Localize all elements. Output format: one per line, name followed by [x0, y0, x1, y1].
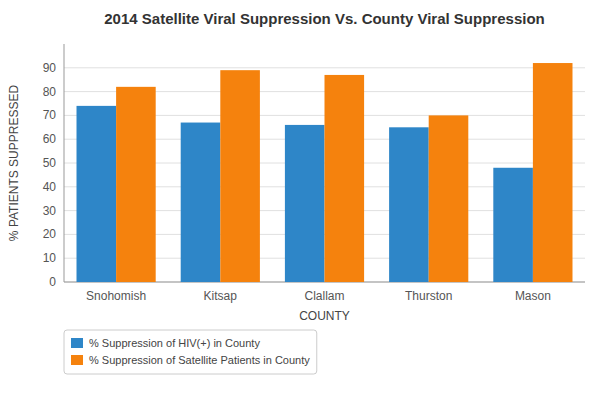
- bar: [325, 75, 365, 282]
- y-tick-label: 0: [49, 275, 56, 289]
- legend-swatch: [71, 355, 83, 365]
- x-tick-label: Thurston: [405, 289, 452, 303]
- y-tick-label: 50: [43, 156, 57, 170]
- bar: [220, 70, 260, 282]
- legend-item: % Suppression of HIV(+) in County: [71, 337, 260, 349]
- y-axis-line: [64, 44, 65, 282]
- y-tick-label: 20: [43, 227, 57, 241]
- bar: [77, 106, 117, 282]
- page: {"chart_data": {"type": "bar", "title": …: [0, 0, 600, 400]
- bar: [389, 127, 429, 282]
- legend-box: [64, 330, 317, 374]
- title: 2014 Satellite Viral Suppression Vs. Cou…: [104, 10, 544, 27]
- chart: 2014 Satellite Viral Suppression Vs. Cou…: [0, 0, 600, 400]
- legend-item: % Suppression of Satellite Patients in C…: [71, 354, 310, 366]
- y-tick-label: 60: [43, 132, 57, 146]
- x-tick-label: Clallam: [304, 289, 344, 303]
- bar: [181, 123, 221, 282]
- grid-line: [64, 67, 585, 68]
- y-tick-label: 40: [43, 180, 57, 194]
- grid: [64, 68, 585, 282]
- y-axis-label: % PATIENTS SUPPRESSED: [7, 85, 21, 242]
- x-tick-label: Kitsap: [204, 289, 238, 303]
- legend: % Suppression of HIV(+) in County % Suppr…: [64, 330, 317, 374]
- bar: [533, 63, 573, 282]
- y-tick-label: 30: [43, 204, 57, 218]
- y-tick-label: 70: [43, 108, 57, 122]
- x-tick-label: Snohomish: [86, 289, 146, 303]
- legend-swatch: [71, 338, 83, 348]
- bar: [116, 87, 156, 282]
- bar: [285, 125, 325, 282]
- bar: [493, 168, 533, 282]
- bar: [429, 115, 469, 282]
- y-tick-label: 80: [43, 85, 57, 99]
- x-tick-label: Mason: [515, 289, 551, 303]
- y-tick-label: 90: [43, 61, 57, 75]
- x-axis-label: COUNTY: [299, 309, 350, 323]
- legend-label: % Suppression of Satellite Patients in C…: [89, 354, 310, 366]
- y-tick-label: 10: [43, 251, 57, 265]
- legend-label: % Suppression of HIV(+) in County: [89, 337, 260, 349]
- bars: [77, 63, 573, 282]
